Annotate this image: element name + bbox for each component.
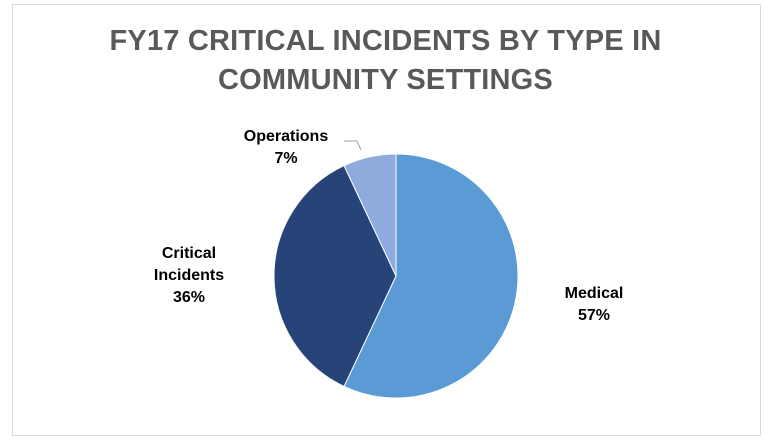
data-label-line: 36% [173,289,205,306]
pie-slice-medical [343,153,519,399]
data-label-line: Critical [162,245,216,262]
pie-slice-operations [343,153,397,277]
data-label-line: Incidents [154,267,224,284]
data-labels: Medical 57% Critical Incidents 36% Operations… [154,128,623,324]
data-label-line: Medical [565,285,624,302]
leader-lines [344,140,362,151]
chart-title-line-2: COMMUNITY SETTINGS [218,64,553,96]
pie-slice-critical-incidents [273,164,397,388]
data-label-medical: Medical 57% [565,285,624,324]
chart-title: FY17 CRITICAL INCIDENTS BY TYPE IN COMMU… [0,22,771,100]
data-label-critical-incidents: Critical Incidents 36% [154,245,224,306]
data-label-operations: Operations 7% [244,128,329,167]
leader-line-operations [344,140,362,151]
data-label-line: 57% [578,307,610,324]
data-label-line: 7% [274,150,297,167]
data-label-line: Operations [244,128,329,145]
chart-title-line-1: FY17 CRITICAL INCIDENTS BY TYPE IN [109,25,662,57]
pie-slices [273,153,519,399]
